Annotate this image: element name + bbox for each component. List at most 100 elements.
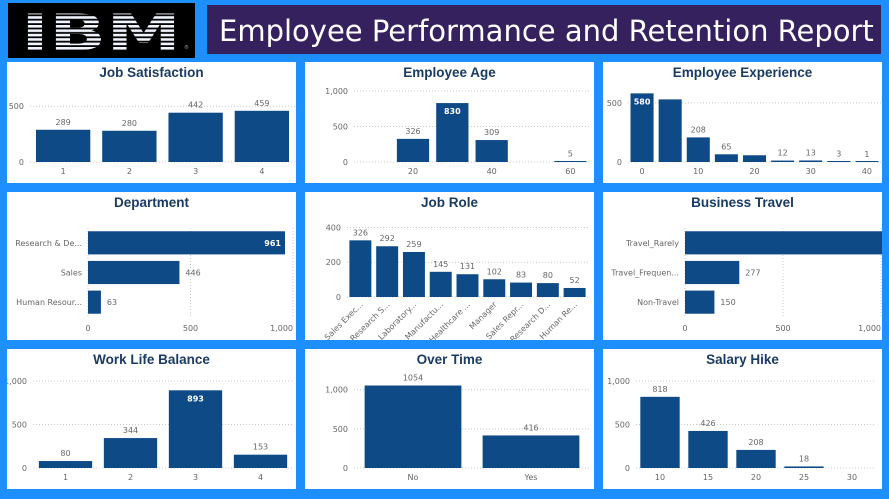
y-tick-label: 0: [625, 464, 630, 473]
bar[interactable]: [349, 240, 372, 297]
bar[interactable]: [799, 160, 823, 162]
bar[interactable]: [736, 449, 776, 468]
x-tick-label: 60: [565, 167, 575, 176]
job-role-panel: Job Role 0 200 400 326 292 259 145 131 102 83 80 52 S…: [305, 192, 594, 340]
data-label: 65: [721, 142, 731, 151]
salary-hike-chart: Salary Hike 0 500 1,000 818 426 208 18 10 15 20 25 3…: [607, 352, 876, 482]
bar[interactable]: [233, 454, 288, 468]
x-tick-label: 3: [193, 167, 198, 176]
data-label: 580: [634, 97, 651, 106]
department-chart: Department 0 500 1,000 Research & De... 961 Sa…: [15, 195, 294, 333]
data-label: 13: [806, 148, 816, 157]
data-label: 416: [523, 423, 538, 432]
y-tick-label: 500: [607, 99, 622, 108]
data-label: 893: [187, 394, 204, 403]
x-tick-label: 15: [703, 473, 713, 482]
x-tick-label: 4: [258, 473, 263, 482]
employee-age-panel: Employee Age 0 500 1,000 326 830 309 5 20 40 60: [305, 62, 594, 183]
x-tick-label: 10: [693, 167, 703, 176]
x-tick-label: 10: [655, 473, 665, 482]
bar[interactable]: [364, 385, 462, 468]
data-label: 289: [55, 118, 70, 127]
x-tick-label: Yes: [524, 473, 538, 482]
data-label: 52: [570, 276, 580, 285]
bar[interactable]: [510, 282, 533, 297]
bar[interactable]: [35, 129, 91, 162]
data-label: 83: [516, 271, 526, 280]
employee-experience-panel: Employee Experience 0 500 580 208 65 12 13 3 1 0 10…: [603, 62, 882, 183]
x-tick-label: 30: [847, 473, 857, 482]
bar[interactable]: [102, 130, 157, 162]
data-label: 102: [487, 267, 502, 276]
bar[interactable]: [563, 287, 586, 297]
x-tick-label: 2: [128, 473, 133, 482]
data-label: 344: [123, 426, 138, 435]
y-category-label: Travel_Rarely: [625, 239, 679, 248]
bar[interactable]: [686, 137, 710, 162]
bar[interactable]: [482, 435, 580, 468]
bar[interactable]: [771, 160, 795, 162]
x-tick-label: 20: [751, 473, 761, 482]
data-label: 426: [700, 419, 715, 428]
salary-hike-title: Salary Hike: [706, 352, 779, 367]
bar[interactable]: [103, 438, 158, 468]
report-header: Employee Performance and Retention Repor…: [207, 5, 881, 54]
bar[interactable]: [88, 290, 101, 314]
y-category-label: Non-Travel: [637, 298, 679, 307]
y-category-label: Human Resour...: [16, 298, 82, 307]
y-tick-label: 1,000: [325, 386, 348, 395]
bar[interactable]: [396, 138, 430, 162]
data-label: 131: [460, 262, 475, 271]
bar[interactable]: [234, 110, 290, 162]
bar[interactable]: [483, 279, 506, 297]
bar[interactable]: [168, 112, 223, 162]
x-tick-label: 30: [806, 167, 816, 176]
y-tick-label: 0: [343, 464, 348, 473]
bar[interactable]: [88, 231, 286, 255]
bar[interactable]: [742, 155, 767, 162]
job-satisfaction-title: Job Satisfaction: [99, 65, 203, 80]
bar[interactable]: [554, 161, 587, 162]
bar[interactable]: [429, 271, 452, 297]
business-travel-panel: Business Travel05001,000Travel_Rarely104…: [603, 192, 882, 340]
data-label: 1: [864, 150, 869, 159]
work-life-balance-chart: Work Life Balance 0 500 1,000 80 344 893 153 1 2 3…: [7, 352, 293, 482]
bar[interactable]: [38, 461, 93, 468]
y-tick-label: 500: [9, 102, 24, 111]
x-tick-label: 0: [85, 324, 90, 333]
data-label: 280: [122, 119, 137, 128]
data-label: 208: [691, 125, 706, 134]
data-label: 63: [107, 298, 117, 307]
x-tick-label: 1,000: [858, 324, 881, 333]
bar[interactable]: [685, 290, 715, 314]
x-tick-label: 0: [682, 324, 687, 333]
bar[interactable]: [714, 154, 738, 162]
data-label: 12: [778, 149, 788, 158]
bar[interactable]: [685, 231, 882, 255]
bar[interactable]: [436, 103, 469, 162]
data-label: 292: [380, 234, 395, 243]
employee-age-chart: Employee Age 0 500 1,000 326 830 309 5 20 40 60: [325, 65, 590, 176]
y-tick-label: 1,000: [325, 87, 348, 96]
bar[interactable]: [688, 430, 728, 468]
bar[interactable]: [827, 161, 851, 162]
registered-mark: ®: [184, 44, 189, 51]
x-tick-label: 0: [640, 167, 645, 176]
data-label: 80: [543, 271, 553, 280]
bar[interactable]: [685, 260, 740, 285]
bar[interactable]: [88, 260, 180, 285]
bar[interactable]: [630, 93, 654, 162]
x-tick-label: No: [408, 473, 419, 482]
bar[interactable]: [855, 161, 879, 162]
bar[interactable]: [376, 246, 399, 297]
bar[interactable]: [784, 466, 824, 468]
bar[interactable]: [640, 396, 680, 468]
bar[interactable]: [658, 99, 682, 162]
bar[interactable]: [402, 251, 425, 297]
work-life-balance-panel: Work Life Balance 0 500 1,000 80 344 893 153 1 2 3…: [7, 349, 296, 489]
bar[interactable]: [168, 390, 223, 468]
bar[interactable]: [536, 283, 559, 297]
bar[interactable]: [475, 140, 508, 162]
bar[interactable]: [456, 274, 479, 297]
